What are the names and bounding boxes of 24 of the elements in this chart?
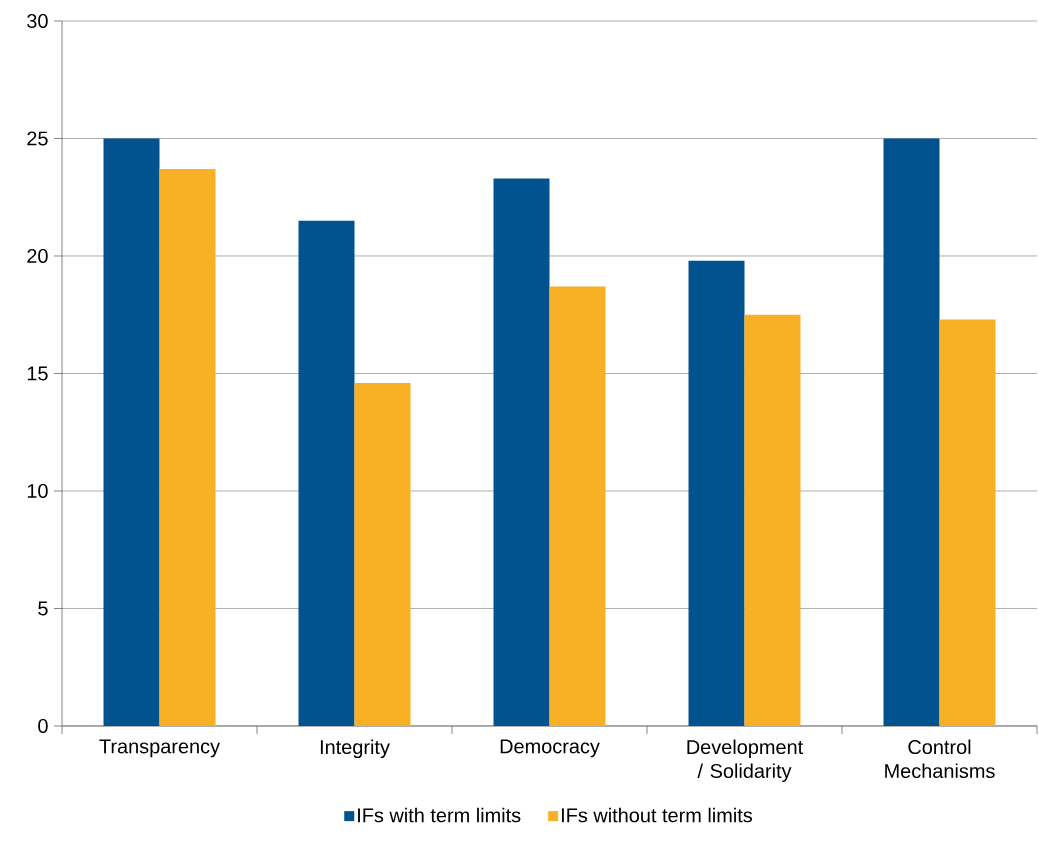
x-tick-label: Transparency (99, 739, 220, 758)
bar (549, 286, 606, 726)
y-tick-label: 5 (38, 601, 48, 616)
x-tick-label: Integrity (320, 739, 390, 759)
x-tick-label: Democracy (500, 739, 600, 758)
bar (354, 382, 411, 726)
bar (493, 178, 550, 726)
x-tick-label: Control Mechanisms (885, 739, 995, 779)
y-tick-label: 10 (27, 483, 48, 499)
bar (103, 138, 160, 726)
bar (883, 138, 940, 726)
bar (939, 319, 996, 726)
legend-label: IFs without term limits (561, 807, 753, 823)
y-tick-label: 25 (27, 131, 48, 146)
y-tick-label: 20 (27, 248, 48, 264)
x-tick-label: Development / Solidarity (687, 739, 804, 782)
bar (688, 260, 745, 726)
bar (159, 169, 216, 726)
y-tick-label: 0 (38, 718, 48, 734)
legend-label: IFs with term limits (358, 807, 521, 823)
bar (298, 220, 355, 726)
y-tick-label: 30 (27, 13, 48, 29)
bar (744, 314, 801, 726)
y-tick-label: 15 (27, 366, 48, 381)
